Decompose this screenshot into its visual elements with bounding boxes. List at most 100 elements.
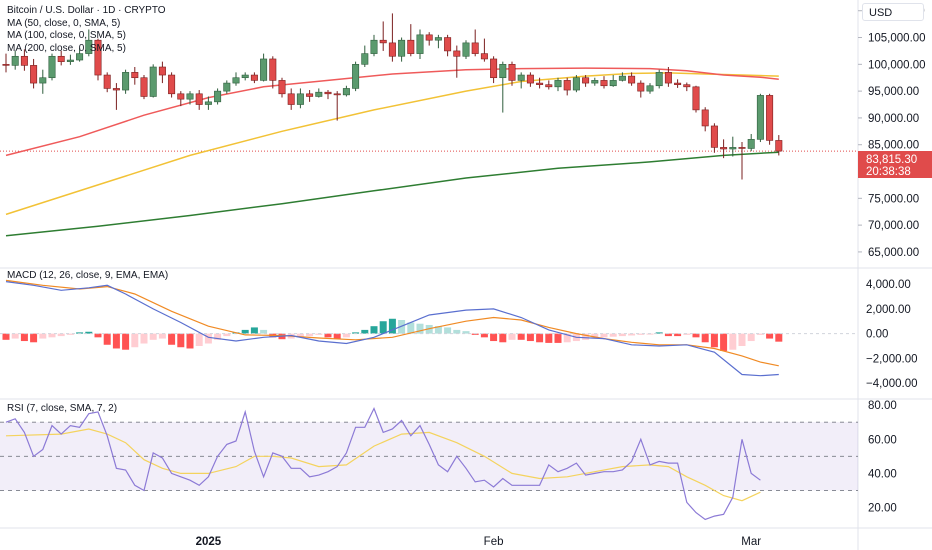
- macd-histogram-bar: [683, 333, 691, 335]
- y-tick-label: 95,000.00: [868, 86, 919, 98]
- candle-body: [223, 82, 231, 92]
- candle-body: [720, 147, 728, 150]
- currency-button[interactable]: USD: [862, 3, 924, 21]
- macd-line: [5, 281, 779, 377]
- candle-body: [269, 58, 277, 81]
- current-price-value: 83,815.30: [866, 154, 917, 166]
- macd-histogram-bar: [177, 333, 185, 348]
- candle-body: [342, 88, 350, 96]
- macd-histogram-bar: [131, 333, 139, 348]
- candle-body: [738, 147, 746, 149]
- candle-body: [39, 77, 47, 84]
- candle-body: [352, 64, 360, 89]
- candle-body: [545, 84, 553, 88]
- macd-tick-label: −4,000.00: [866, 378, 917, 390]
- macd-histogram-bar: [517, 333, 525, 340]
- candle-body: [692, 86, 700, 111]
- macd-histogram-bar: [536, 333, 544, 343]
- y-tick-label: 85,000.00: [868, 140, 919, 152]
- candle-body: [112, 88, 120, 91]
- macd-pane[interactable]: [0, 279, 858, 377]
- macd-histogram-bar: [149, 333, 157, 340]
- macd-histogram-bar: [250, 327, 258, 334]
- candle-body: [186, 93, 194, 100]
- macd-histogram-bar: [582, 333, 590, 340]
- candle-body: [628, 75, 636, 84]
- macd-histogram-bar: [11, 333, 19, 339]
- candle-body: [554, 80, 562, 88]
- rsi-line: [5, 407, 761, 521]
- macd-histogram-bar: [324, 333, 332, 338]
- macd-histogram-bar: [186, 333, 194, 349]
- x-tick-label: Feb: [484, 536, 504, 548]
- candle-body: [48, 55, 56, 79]
- macd-histogram-bar: [674, 333, 682, 337]
- macd-histogram-bar: [545, 333, 553, 343]
- candle-body: [398, 39, 406, 57]
- macd-histogram-bar: [20, 333, 28, 342]
- current-price-label: 83,815.30 20:38:38: [858, 151, 932, 178]
- rsi-tick-label: 40.00: [868, 468, 897, 480]
- x-tick-label: 2025: [196, 536, 222, 548]
- ma50-legend[interactable]: MA (50, close, 0, SMA, 5): [7, 17, 121, 29]
- candle-body: [149, 66, 157, 97]
- macd-histogram-bar: [140, 333, 148, 344]
- price-pane[interactable]: [0, 13, 858, 237]
- macd-histogram-bar: [480, 333, 488, 338]
- candle-body: [480, 53, 488, 60]
- macd-histogram-bar: [2, 333, 10, 340]
- macd-histogram-bar: [195, 333, 203, 346]
- candle-body: [177, 93, 185, 100]
- macd-histogram-bar: [315, 333, 323, 335]
- candle-body: [499, 64, 507, 79]
- candle-body: [241, 74, 249, 79]
- symbol-title[interactable]: Bitcoin / U.S. Dollar · 1D · CRYPTO: [7, 5, 166, 16]
- candle-body: [94, 39, 102, 76]
- candle-body: [572, 77, 580, 91]
- macd-histogram-bar: [775, 333, 783, 342]
- macd-histogram-bar: [710, 333, 718, 348]
- macd-histogram-bar: [333, 333, 341, 339]
- candle-body: [287, 93, 295, 105]
- candle-body: [591, 80, 599, 84]
- macd-histogram-bar: [66, 333, 74, 335]
- rsi-pane[interactable]: [0, 407, 858, 521]
- candle-body: [131, 72, 139, 79]
- macd-histogram-bar: [241, 329, 249, 334]
- ma100-legend[interactable]: MA (100, close, 0, SMA, 5): [7, 30, 126, 41]
- candle-body: [250, 74, 258, 81]
- candle-body: [664, 72, 672, 84]
- macd-histogram-bar: [453, 329, 461, 334]
- macd-histogram-bar: [434, 326, 442, 334]
- macd-histogram-bar: [444, 327, 452, 334]
- candle-body: [609, 80, 617, 87]
- macd-histogram-bar: [306, 333, 314, 337]
- macd-histogram-bar: [766, 333, 774, 339]
- macd-histogram-bar: [30, 333, 38, 343]
- macd-histogram-bar: [655, 332, 663, 334]
- rsi-title[interactable]: RSI (7, close, SMA, 7, 2): [7, 403, 118, 414]
- ma200-legend[interactable]: MA (200, close, 0, SMA, 5): [7, 42, 126, 54]
- candle-body: [747, 139, 755, 149]
- macd-histogram-bar: [756, 333, 764, 335]
- candle-body: [526, 74, 534, 84]
- macd-histogram-bar: [637, 333, 645, 335]
- macd-histogram-bar: [591, 333, 599, 339]
- macd-histogram-bar: [94, 333, 102, 338]
- candle-body: [260, 58, 268, 81]
- macd-histogram-bar: [361, 329, 369, 334]
- macd-histogram-bar: [720, 333, 728, 351]
- macd-histogram-bar: [158, 333, 166, 339]
- candle-body: [471, 42, 479, 54]
- macd-histogram-bar: [48, 333, 56, 338]
- macd-title[interactable]: MACD (12, 26, close, 9, EMA, EMA): [7, 270, 169, 281]
- macd-tick-label: 2,000.00: [866, 304, 911, 316]
- macd-histogram-bar: [701, 333, 709, 343]
- macd-histogram-bar: [223, 333, 231, 337]
- candle-body: [278, 80, 286, 95]
- candle-body: [2, 64, 10, 66]
- time-axis[interactable]: 2025 Feb Mar: [196, 536, 762, 548]
- candle-body: [646, 85, 654, 92]
- macd-tick-label: 0.00: [866, 329, 888, 341]
